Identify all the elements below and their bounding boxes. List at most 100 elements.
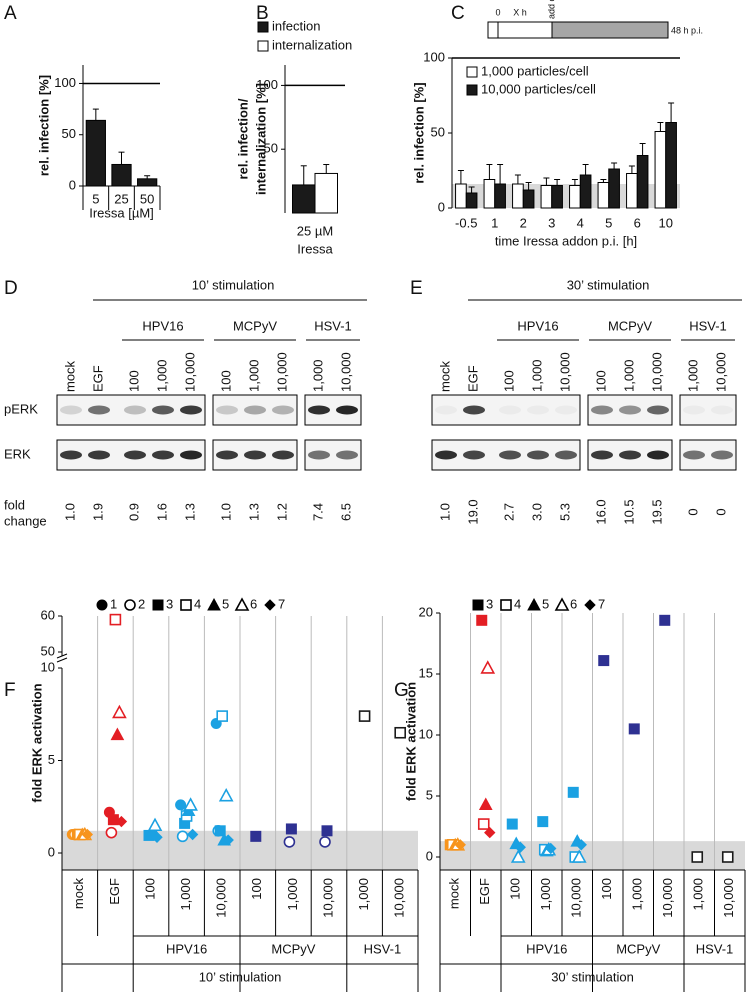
data-point [147, 817, 163, 832]
x-tick-label: EGF [477, 878, 492, 905]
data-point [110, 727, 125, 741]
data-point [478, 797, 493, 811]
fold-value: 0.9 [126, 503, 141, 521]
lane-label: mock [437, 360, 452, 392]
band [216, 450, 238, 460]
bar [608, 168, 620, 209]
band [683, 405, 705, 415]
bar [483, 179, 496, 209]
x-tick-label: 10,000 [320, 878, 335, 918]
band [88, 450, 110, 460]
group-label: MCPyV [616, 941, 660, 956]
band [527, 405, 549, 415]
y-tick-label: 60 [41, 607, 55, 622]
x-tick-label: 10,000 [721, 878, 736, 918]
x-tick-label: 100 [249, 878, 264, 900]
panel-letter: C [451, 3, 465, 24]
x-axis-label: Iressa [µM] [89, 205, 154, 220]
legend-swatch [466, 66, 478, 78]
data-point [175, 799, 187, 811]
y-tick-label: 5 [426, 787, 433, 802]
legend-marker [264, 599, 276, 611]
data-point [222, 834, 234, 846]
data-point [537, 816, 549, 828]
band [499, 450, 521, 460]
lane-label: 1,000 [310, 359, 325, 392]
band [435, 405, 457, 415]
band [499, 405, 521, 415]
data-point [183, 797, 198, 811]
bar [522, 189, 535, 209]
data-point [659, 614, 671, 626]
lane-label: 1,000 [246, 359, 261, 392]
fold-value: 1.6 [154, 503, 169, 521]
y-axis-label: rel. infection/ [235, 98, 250, 179]
bar [636, 155, 649, 209]
band [336, 450, 358, 460]
x-tick-label: -0.5 [455, 215, 477, 230]
data-point [691, 851, 704, 863]
y-tick-label: 100 [256, 77, 278, 92]
y-tick-label: 50 [431, 124, 445, 139]
y-tick-label: 50 [62, 126, 76, 141]
fold-value: 7.4 [310, 503, 325, 521]
x-axis-label: 30’ stimulation [551, 969, 634, 984]
fold-value: 19.5 [649, 499, 664, 524]
x-axis-label: 10’ stimulation [199, 969, 282, 984]
band [180, 450, 202, 460]
lane-label: 100 [126, 370, 141, 392]
x-tick-label: 25 µM [297, 223, 333, 238]
y-tick-label: 5 [48, 752, 55, 767]
data-point [628, 723, 640, 735]
row-label: pERK [4, 401, 38, 416]
data-point [109, 613, 122, 626]
data-point [514, 841, 526, 853]
blot-frame [212, 394, 298, 426]
y-axis-label: fold ERK activation [29, 683, 44, 802]
y-tick-label: 15 [419, 665, 433, 680]
y-axis-label: internalization [%] [253, 83, 268, 195]
bar [665, 122, 677, 209]
bar [85, 119, 106, 187]
fold-label: fold [4, 497, 25, 512]
band [647, 450, 669, 460]
lane-label: 1,000 [621, 359, 636, 392]
timeline-label: add on [546, 0, 556, 19]
panel-letter: E [410, 278, 423, 299]
timeline-window [497, 21, 553, 39]
legend-label: internalization [272, 37, 352, 52]
bar [292, 184, 316, 214]
data-point [216, 710, 228, 722]
group-label: HSV-1 [314, 318, 352, 333]
legend-label: 1 [110, 596, 117, 611]
bar [551, 185, 563, 209]
bar [455, 183, 467, 209]
group-label: HPV16 [517, 318, 558, 333]
band [244, 405, 266, 415]
band [619, 450, 641, 460]
legend-marker [180, 599, 192, 611]
data-point [506, 818, 518, 830]
legend-swatch [257, 21, 269, 33]
bar [137, 178, 158, 187]
data-point [81, 828, 94, 841]
x-tick-label: 10,000 [214, 878, 229, 918]
data-point [321, 825, 333, 837]
row-label: ERK [4, 446, 31, 461]
x-tick-label: 10 [659, 215, 673, 230]
y-tick-label: 50 [41, 643, 55, 658]
fold-value: 19.0 [465, 499, 480, 524]
y-tick-label: 100 [54, 75, 76, 90]
y-tick-label: 100 [423, 49, 445, 64]
lane-label: 100 [593, 370, 608, 392]
legend-marker [472, 599, 484, 611]
legend-label: 4 [194, 596, 201, 611]
band [216, 405, 238, 415]
data-point [107, 814, 119, 826]
axis-break [56, 653, 68, 659]
fold-value: 3.0 [529, 503, 544, 521]
x-tick-label: 1,000 [178, 878, 193, 911]
data-point [176, 830, 189, 843]
legend-label: 10,000 particles/cell [481, 81, 596, 96]
legend-label: 6 [250, 596, 257, 611]
